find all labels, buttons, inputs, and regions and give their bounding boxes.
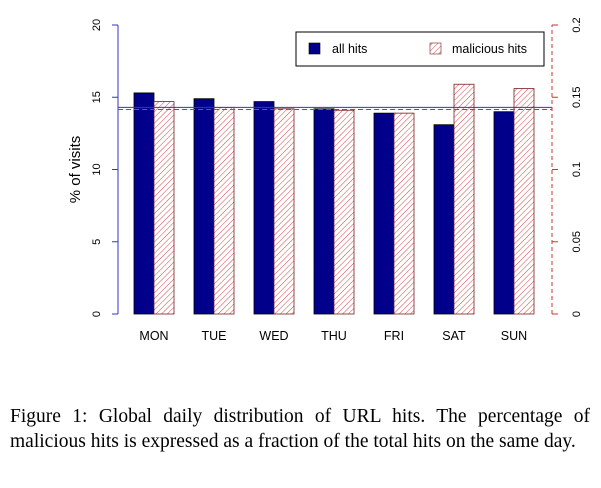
bar-all-hits <box>433 124 455 315</box>
bar-malicious-hits <box>213 106 235 315</box>
left-axis-tick-label: 0 <box>91 311 103 317</box>
left-axis-tick-label: 10 <box>91 163 103 175</box>
bar-malicious-hits <box>453 83 475 315</box>
x-tick-label: THU <box>321 329 347 343</box>
x-tick-label: TUE <box>202 329 227 343</box>
right-axis-tick-label: 0.1 <box>571 162 583 177</box>
legend-swatch-malicious-hits <box>429 42 442 55</box>
bar-all-hits <box>253 101 275 315</box>
legend-box <box>295 31 545 67</box>
left-axis-tick-label: 15 <box>91 91 103 103</box>
bar-malicious-hits <box>513 88 535 315</box>
legend-label-malicious-hits: malicious hits <box>452 42 527 56</box>
bar-all-hits <box>373 112 395 315</box>
x-tick-label: SUN <box>501 329 527 343</box>
bar-all-hits <box>193 98 215 315</box>
right-axis-tick-label: 0.2 <box>571 17 583 32</box>
left-axis-tick-label: 20 <box>91 19 103 31</box>
right-axis-tick-label: 0.05 <box>571 231 583 252</box>
bar-all-hits <box>133 92 155 315</box>
bar-malicious-hits <box>273 108 295 315</box>
y-axis-label: % of visits <box>67 136 84 204</box>
figure-caption: Figure 1: Global daily distribution of U… <box>10 406 590 452</box>
bar-all-hits <box>313 108 335 315</box>
legend-label-all-hits: all hits <box>332 42 367 56</box>
left-axis-tick-label: 5 <box>91 239 103 245</box>
bar-malicious-hits <box>333 109 355 315</box>
x-tick-label: SAT <box>442 329 466 343</box>
bar-all-hits <box>493 111 515 315</box>
x-tick-label: WED <box>259 329 288 343</box>
bar-malicious-hits <box>153 101 175 315</box>
bar-chart: 0 5 10 15 20 % of visits 0 0.05 0.1 0.15 0.2 MON TUE… <box>67 17 583 343</box>
x-tick-label: MON <box>139 329 168 343</box>
bar-malicious-hits <box>393 112 415 315</box>
legend-swatch-all-hits <box>308 42 321 55</box>
right-axis-tick-label: 0 <box>571 311 583 317</box>
right-axis-tick-label: 0.15 <box>571 87 583 108</box>
x-tick-label: FRI <box>384 329 404 343</box>
